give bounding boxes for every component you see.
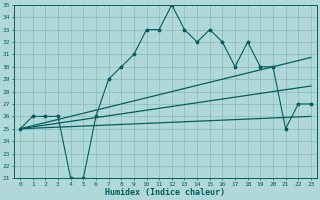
- X-axis label: Humidex (Indice chaleur): Humidex (Indice chaleur): [106, 188, 226, 197]
